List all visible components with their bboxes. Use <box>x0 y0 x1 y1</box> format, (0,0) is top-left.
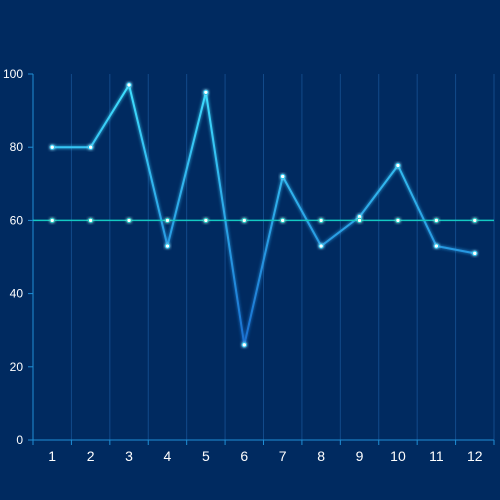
x-tick-label: 11 <box>429 448 444 464</box>
x-tick-label: 4 <box>164 448 172 464</box>
y-tick-label: 100 <box>3 67 23 81</box>
data-point <box>280 173 286 180</box>
data-point <box>203 89 209 96</box>
data-point <box>49 144 55 150</box>
y-tick-label: 20 <box>10 360 24 374</box>
x-tick-label: 2 <box>87 448 95 464</box>
x-tick-label: 1 <box>48 448 56 464</box>
reference-point <box>472 217 478 224</box>
x-tick-label: 3 <box>125 448 133 464</box>
data-point <box>395 162 401 169</box>
data-point <box>318 243 324 249</box>
reference-point <box>87 217 94 224</box>
data-point <box>87 144 94 150</box>
data-point <box>241 342 247 348</box>
reference-point <box>318 217 324 224</box>
x-tick-label: 5 <box>202 448 210 464</box>
y-tick-label: 40 <box>10 287 24 301</box>
reference-point <box>356 217 363 224</box>
data-point <box>472 250 478 257</box>
reference-point <box>433 217 440 224</box>
data-point <box>126 82 132 88</box>
reference-point <box>241 217 247 224</box>
reference-point <box>395 217 401 224</box>
series-line <box>52 83 475 346</box>
x-tick-label: 12 <box>467 448 483 464</box>
reference-point <box>49 217 55 224</box>
x-tick-label: 8 <box>317 448 325 464</box>
reference-point <box>280 217 286 224</box>
series-layer <box>33 82 494 348</box>
x-tick-label: 7 <box>279 448 287 464</box>
data-point <box>433 243 440 249</box>
y-tick-label: 80 <box>10 140 24 154</box>
x-tick-label: 10 <box>390 448 406 464</box>
reference-point <box>164 217 171 224</box>
reference-point <box>126 217 132 224</box>
x-tick-label: 6 <box>240 448 248 464</box>
reference-point <box>203 217 209 224</box>
data-point <box>164 243 171 249</box>
y-tick-label: 60 <box>10 213 24 227</box>
grid-lines <box>70 74 495 440</box>
axes <box>28 73 495 445</box>
y-tick-label: 0 <box>16 433 23 447</box>
x-tick-label: 9 <box>356 448 364 464</box>
